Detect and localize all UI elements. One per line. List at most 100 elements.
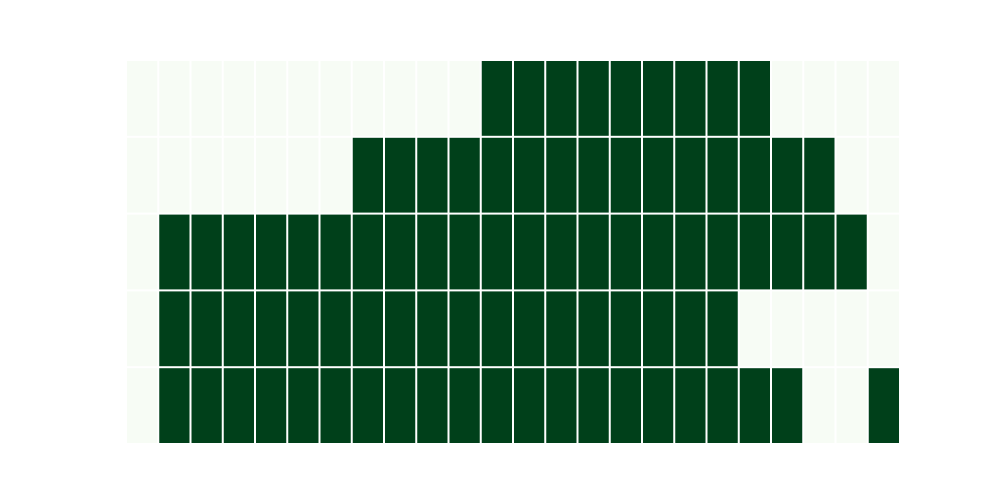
heatmap-cell-r2-c1 — [159, 214, 190, 290]
heatmap-cell-r3-c10 — [449, 291, 480, 367]
heatmap-cell-r1-c21 — [804, 137, 835, 213]
heatmap-cell-r4-c7 — [352, 368, 383, 443]
heatmap-cell-r0-c12 — [514, 61, 545, 136]
heatmap-cell-r1-c6 — [320, 137, 351, 213]
heatmap-cell-r3-c13 — [546, 291, 577, 367]
heatmap-cell-r3-c15 — [610, 291, 641, 367]
heatmap-cell-r2-c3 — [223, 214, 254, 290]
heatmap-cell-r4-c11 — [481, 368, 512, 443]
heatmap-cell-r2-c11 — [481, 214, 512, 290]
heatmap-cell-r4-c5 — [288, 368, 319, 443]
heatmap-cell-r3-c22 — [836, 291, 867, 367]
heatmap-cell-r1-c15 — [610, 137, 641, 213]
heatmap-cell-r2-c22 — [836, 214, 867, 290]
heatmap-cell-r2-c10 — [449, 214, 480, 290]
heatmap-cell-r2-c6 — [320, 214, 351, 290]
heatmap-cell-r1-c23 — [868, 137, 899, 213]
heatmap-cell-r2-c5 — [288, 214, 319, 290]
heatmap-cell-r1-c16 — [643, 137, 674, 213]
heatmap-cells — [127, 61, 899, 443]
heatmap-cell-r4-c21 — [804, 368, 835, 443]
heatmap-cell-r2-c13 — [546, 214, 577, 290]
heatmap-cell-r0-c11 — [481, 61, 512, 136]
heatmap-cell-r1-c4 — [256, 137, 287, 213]
heatmap-cell-r2-c21 — [804, 214, 835, 290]
heatmap-cell-r3-c17 — [675, 291, 706, 367]
heatmap-cell-r3-c12 — [514, 291, 545, 367]
heatmap-cell-r3-c19 — [739, 291, 770, 367]
heatmap-cell-r0-c0 — [127, 61, 158, 136]
heatmap-cell-r4-c13 — [546, 368, 577, 443]
heatmap-cell-r1-c9 — [417, 137, 448, 213]
heatmap-cell-r0-c19 — [739, 61, 770, 136]
heatmap-cell-r1-c14 — [578, 137, 609, 213]
heatmap-cell-r1-c2 — [191, 137, 222, 213]
heatmap-cell-r0-c18 — [707, 61, 738, 136]
heatmap-cell-r3-c16 — [643, 291, 674, 367]
heatmap-cell-r0-c10 — [449, 61, 480, 136]
heatmap-cell-r3-c0 — [127, 291, 158, 367]
heatmap-cell-r4-c3 — [223, 368, 254, 443]
heatmap-cell-r3-c4 — [256, 291, 287, 367]
heatmap-cell-r1-c3 — [223, 137, 254, 213]
heatmap-cell-r2-c7 — [352, 214, 383, 290]
heatmap-cell-r3-c14 — [578, 291, 609, 367]
heatmap-cell-r1-c19 — [739, 137, 770, 213]
heatmap-cell-r0-c21 — [804, 61, 835, 136]
heatmap-cell-r1-c11 — [481, 137, 512, 213]
heatmap-cell-r3-c7 — [352, 291, 383, 367]
heatmap-cell-r2-c20 — [772, 214, 803, 290]
heatmap-cell-r1-c7 — [352, 137, 383, 213]
heatmap-cell-r4-c1 — [159, 368, 190, 443]
heatmap-cell-r3-c9 — [417, 291, 448, 367]
heatmap-cell-r0-c20 — [772, 61, 803, 136]
heatmap-cell-r3-c18 — [707, 291, 738, 367]
heatmap-cell-r1-c22 — [836, 137, 867, 213]
heatmap-cell-r4-c16 — [643, 368, 674, 443]
heatmap-cell-r0-c5 — [288, 61, 319, 136]
heatmap-cell-r4-c0 — [127, 368, 158, 443]
heatmap-cell-r0-c14 — [578, 61, 609, 136]
heatmap-cell-r0-c4 — [256, 61, 287, 136]
heatmap-cell-r1-c1 — [159, 137, 190, 213]
heatmap-cell-r0-c8 — [385, 61, 416, 136]
heatmap-cell-r3-c23 — [868, 291, 899, 367]
heatmap-cell-r0-c15 — [610, 61, 641, 136]
heatmap-cell-r3-c1 — [159, 291, 190, 367]
heatmap-cell-r4-c15 — [610, 368, 641, 443]
heatmap-cell-r4-c19 — [739, 368, 770, 443]
heatmap-cell-r0-c13 — [546, 61, 577, 136]
heatmap-cell-r0-c1 — [159, 61, 190, 136]
heatmap-cell-r2-c23 — [868, 214, 899, 290]
heatmap-cell-r2-c18 — [707, 214, 738, 290]
heatmap-cell-r0-c23 — [868, 61, 899, 136]
heatmap-cell-r2-c17 — [675, 214, 706, 290]
heatmap-cell-r2-c9 — [417, 214, 448, 290]
heatmap-cell-r1-c12 — [514, 137, 545, 213]
heatmap-cell-r3-c20 — [772, 291, 803, 367]
heatmap-cell-r2-c19 — [739, 214, 770, 290]
heatmap-cell-r0-c9 — [417, 61, 448, 136]
heatmap-cell-r1-c13 — [546, 137, 577, 213]
heatmap-cell-r1-c18 — [707, 137, 738, 213]
heatmap-cell-r2-c2 — [191, 214, 222, 290]
heatmap-cell-r3-c11 — [481, 291, 512, 367]
heatmap-cell-r2-c15 — [610, 214, 641, 290]
heatmap-cell-r2-c0 — [127, 214, 158, 290]
heatmap-cell-r3-c6 — [320, 291, 351, 367]
heatmap-cell-r0-c22 — [836, 61, 867, 136]
heatmap-cell-r1-c0 — [127, 137, 158, 213]
heatmap-cell-r4-c9 — [417, 368, 448, 443]
heatmap-cell-r0-c2 — [191, 61, 222, 136]
heatmap-cell-r4-c18 — [707, 368, 738, 443]
heatmap-cell-r0-c16 — [643, 61, 674, 136]
heatmap-cell-r4-c12 — [514, 368, 545, 443]
heatmap-cell-r3-c2 — [191, 291, 222, 367]
heatmap-cell-r4-c2 — [191, 368, 222, 443]
heatmap-cell-r4-c10 — [449, 368, 480, 443]
heatmap-cell-r4-c23 — [868, 368, 899, 443]
heatmap-cell-r3-c21 — [804, 291, 835, 367]
heatmap-cell-r0-c3 — [223, 61, 254, 136]
heatmap-cell-r3-c8 — [385, 291, 416, 367]
